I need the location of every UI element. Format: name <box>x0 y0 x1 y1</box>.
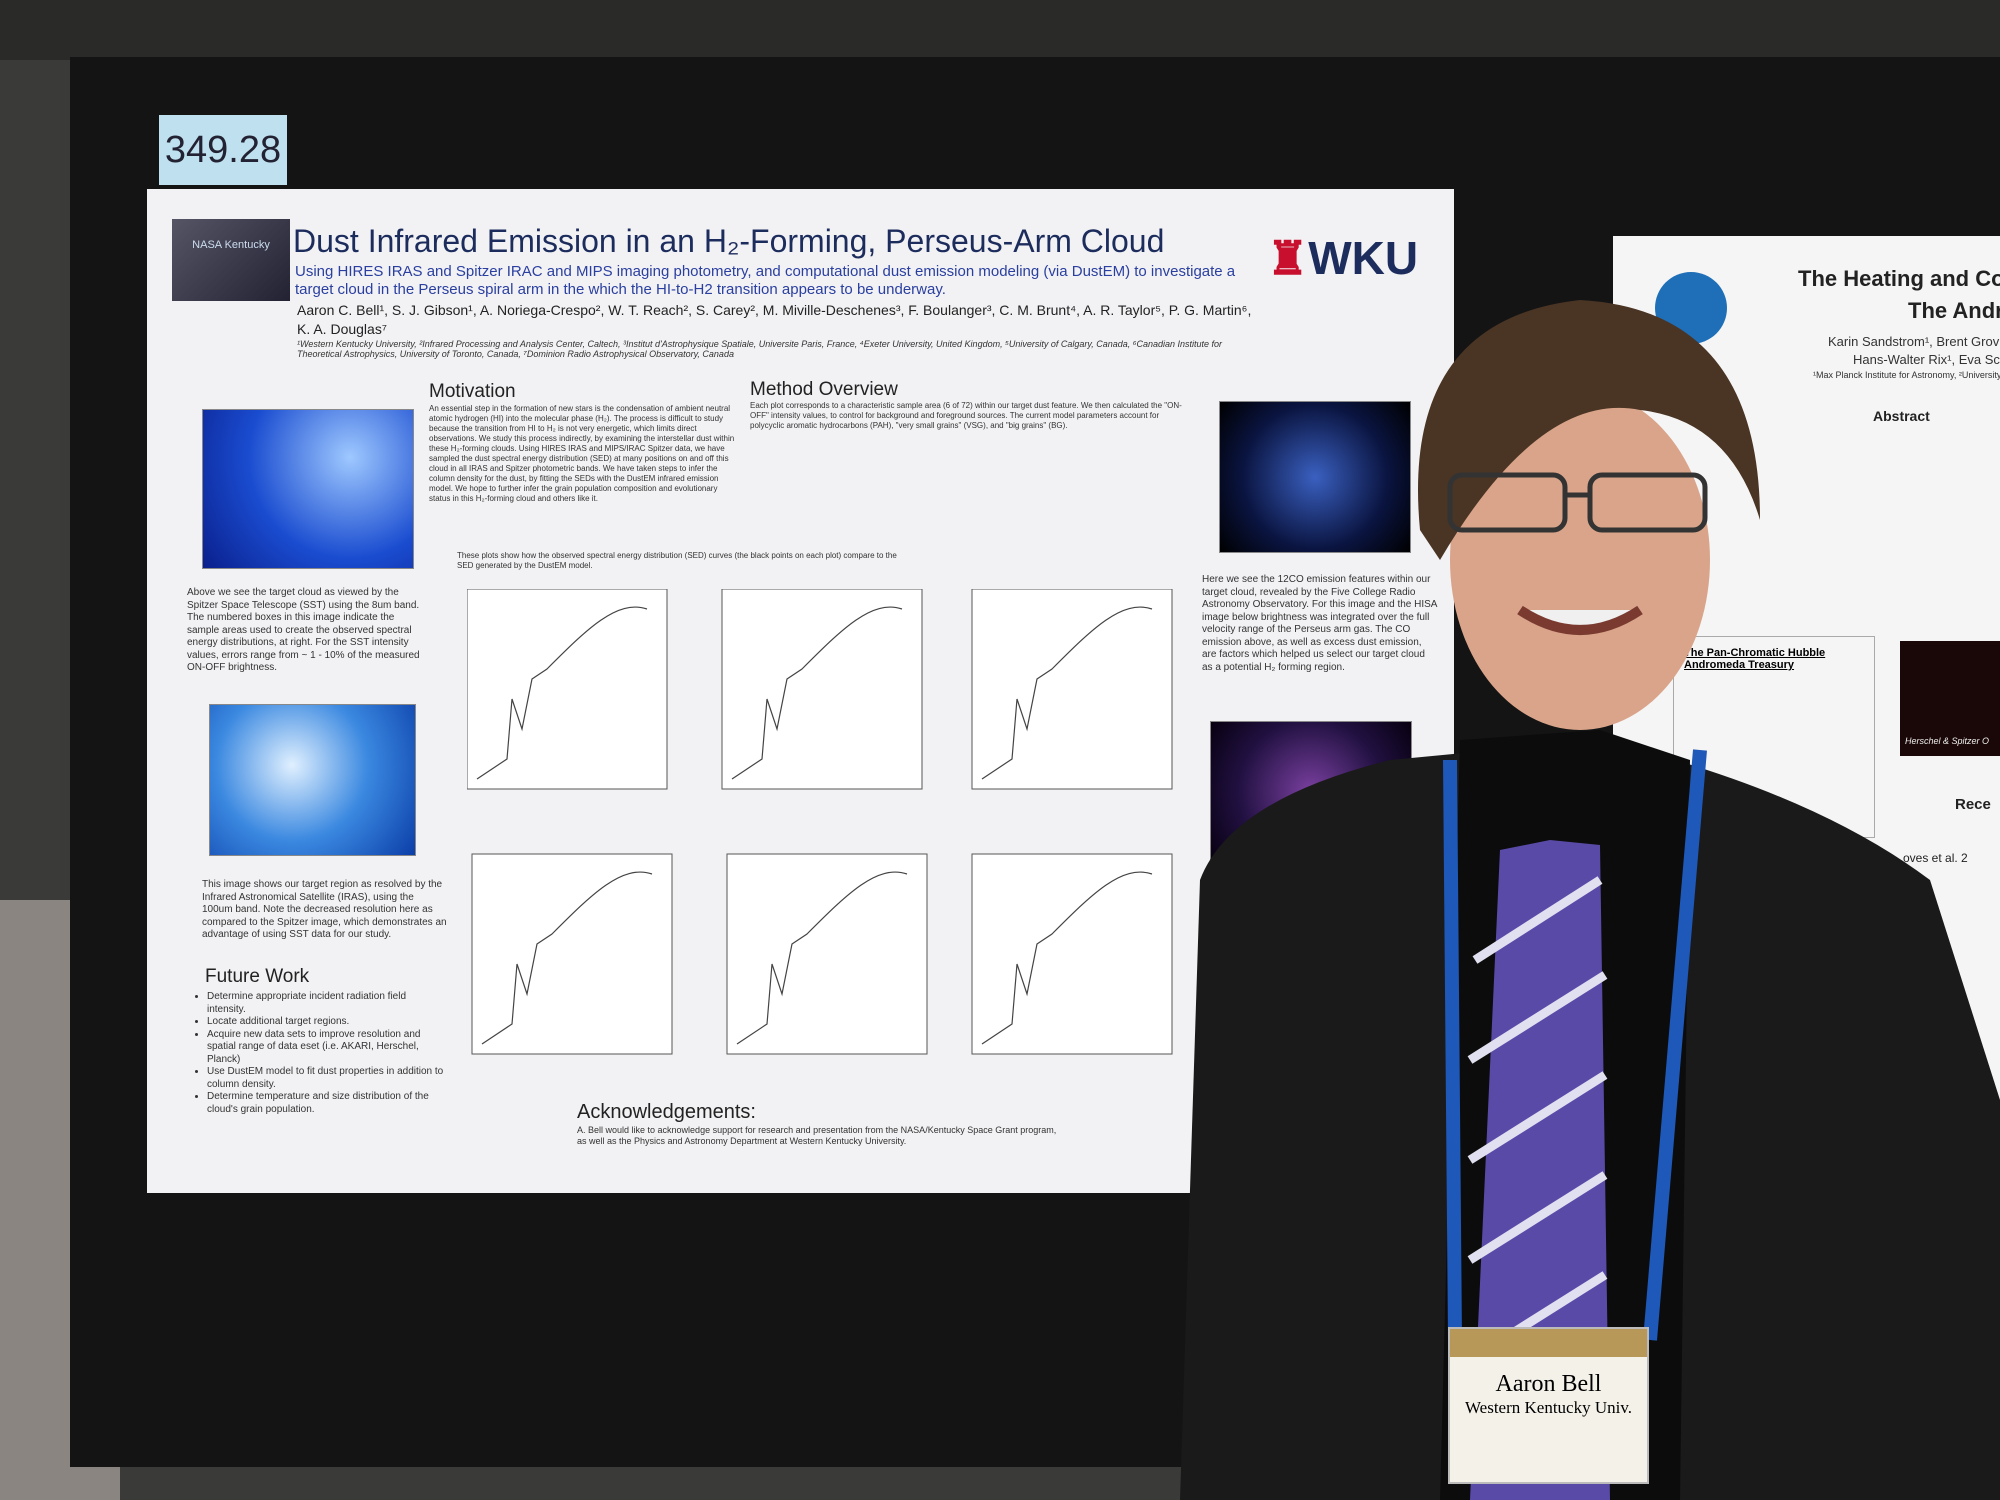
authors: Aaron C. Bell¹, S. J. Gibson¹, A. Norieg… <box>297 302 1252 337</box>
body-text: An essential step in the formation of ne… <box>429 404 735 503</box>
future-item: Use DustEM model to fit dust properties … <box>207 1066 447 1091</box>
title: The Andr <box>1908 298 2000 323</box>
co-image <box>1219 401 1411 553</box>
poster-title: Dust Infrared Emission in an H₂-Forming,… <box>293 223 1165 259</box>
badge-name: Aaron Bell <box>1495 1371 1602 1397</box>
caption: Herschel & Spitzer O <box>1905 736 1990 746</box>
iras-image <box>209 704 416 856</box>
box-title: The Pan-Chromatic Hubble Andromeda Treas… <box>1684 647 1826 671</box>
logo-text: WKU <box>1308 232 1419 284</box>
heading: Acknowledgements: <box>577 1101 756 1123</box>
spitzer-image <box>202 409 414 569</box>
name-badge: Aaron Bell Western Kentucky Univ. <box>1448 1327 1649 1484</box>
badge-affiliation: Western Kentucky Univ. <box>1464 1398 1632 1417</box>
badge-header <box>1450 1329 1647 1357</box>
heading: Abstract <box>1873 408 1930 424</box>
caption: These plots show how the observed spectr… <box>457 551 897 570</box>
wku-logo: ♜WKU <box>1267 232 1419 284</box>
smile <box>1517 605 1643 635</box>
title: The Heating and Co <box>1798 266 2000 291</box>
body-text: A. Bell would like to acknowledge suppor… <box>577 1125 1057 1147</box>
box: The Pan-Chromatic Hubble Andromeda Treas… <box>1673 636 1875 838</box>
hair <box>1418 300 1760 560</box>
heading: Method Overview <box>750 379 898 400</box>
caption: Above we see the target cloud as viewed … <box>187 587 420 673</box>
ceiling <box>0 0 2000 60</box>
sed-plots <box>467 589 1173 1055</box>
glasses <box>1447 472 1708 533</box>
reference: oves et al. 2 <box>1903 851 1968 865</box>
image: Herschel & Spitzer O <box>1900 641 2000 756</box>
future-item: Determine temperature and size distribut… <box>207 1091 447 1116</box>
future-item: Locate additional target regions. <box>207 1016 447 1029</box>
future-item: Determine appropriate incident radiation… <box>207 991 447 1016</box>
poster: NASA Kentucky Dust Infrared Emission in … <box>147 189 1454 1193</box>
caption: Here we see the 12CO emission features w… <box>1202 574 1437 673</box>
subtitle: Using HIRES IRAS and Spitzer IRAC and MI… <box>295 263 1236 298</box>
caption: This image shows our target region as re… <box>202 879 447 940</box>
future-list: Determine appropriate incident radiation… <box>187 991 447 1116</box>
lanyard <box>1443 749 1707 1341</box>
authors: Hans-Walter Rix¹, Eva Sch <box>1853 352 2000 367</box>
affiliation: ¹Max Planck Institute for Astronomy, ²Un… <box>1813 370 2000 380</box>
body-text: Each plot corresponds to a characteristi… <box>750 401 1182 430</box>
heading: Motivation <box>429 381 516 402</box>
nasa-logo: NASA Kentucky <box>172 219 290 301</box>
placard: 349.28 <box>159 115 287 185</box>
heading: Future Work <box>205 966 310 987</box>
affiliations: ¹Western Kentucky University, ²Infrared … <box>297 339 1223 359</box>
future-item: Acquire new data sets to improve resolut… <box>207 1029 447 1067</box>
label: Rece <box>1955 796 1991 813</box>
authors: Karin Sandstrom¹, Brent Grov <box>1828 334 2000 349</box>
